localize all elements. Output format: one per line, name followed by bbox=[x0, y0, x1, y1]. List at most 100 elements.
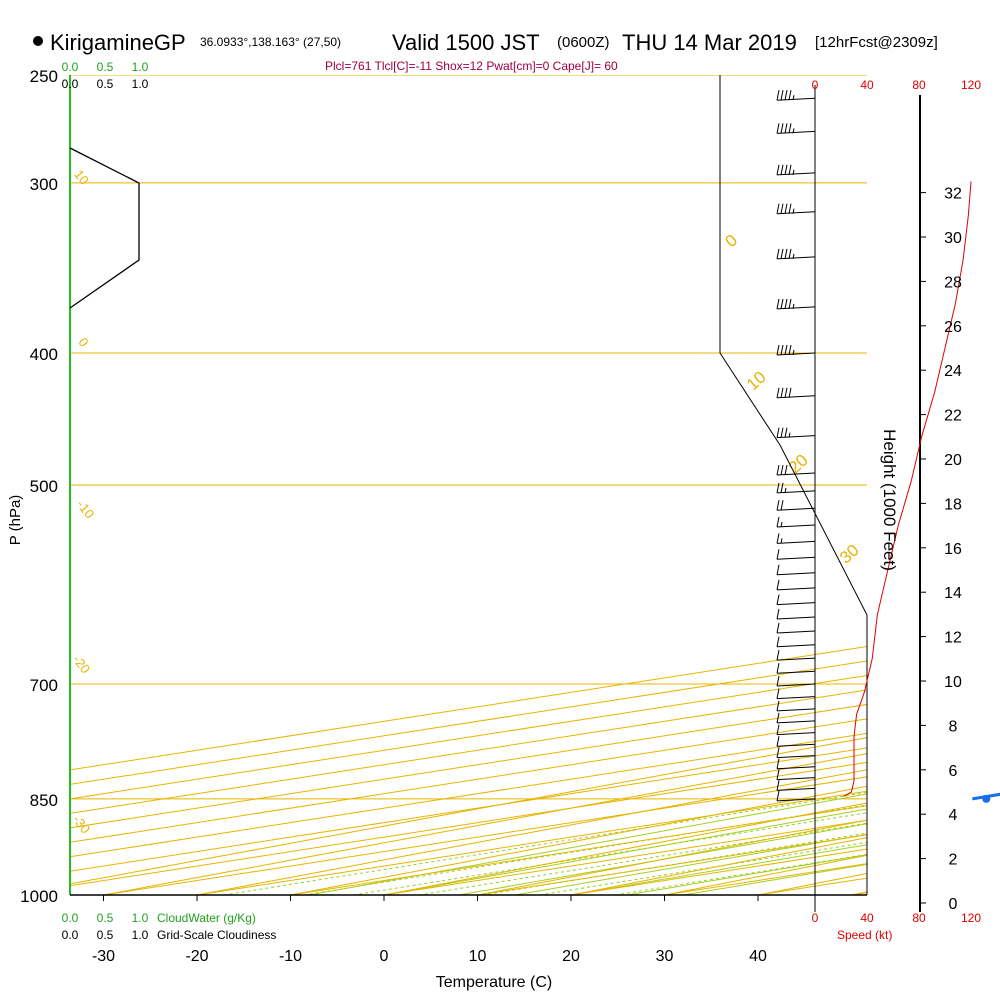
wind-barb-flag bbox=[776, 516, 780, 528]
wind-barb bbox=[776, 736, 816, 747]
dry-adiabat-label: 10 bbox=[71, 167, 92, 188]
wind-barb-staff bbox=[776, 602, 816, 606]
wind-barb-flag bbox=[780, 123, 784, 134]
temperature-tick-label: 10 bbox=[469, 948, 487, 965]
wind-barb bbox=[776, 636, 816, 648]
wind-barb-flag bbox=[780, 500, 784, 511]
wind-barb-flag bbox=[776, 636, 780, 647]
cloudiness-tick-bottom-label: 0.0 bbox=[62, 928, 79, 942]
wind-barb-staff bbox=[776, 798, 816, 802]
wind-barb-flag bbox=[776, 248, 780, 259]
pressure-tick-label: 700 bbox=[30, 676, 58, 695]
cloudwater-tick-bottom-label: 0.0 bbox=[62, 911, 79, 925]
speed-tick-top-label: 80 bbox=[912, 78, 926, 92]
dry-adiabat-line bbox=[474, 819, 867, 895]
wind-barb-flag bbox=[780, 298, 784, 309]
wind-barb-flag bbox=[780, 464, 784, 476]
height-axis-label: Height (1000 Feet) bbox=[880, 429, 899, 571]
height-tick-label: 12 bbox=[944, 630, 962, 647]
height-tick-label: 18 bbox=[944, 496, 962, 513]
wind-barb-staff bbox=[776, 630, 816, 634]
y-axis-label: P (hPa) bbox=[7, 495, 24, 546]
pressure-tick-label: 300 bbox=[30, 175, 58, 194]
dewpoint-profile-line bbox=[972, 792, 1000, 801]
temperature-tick-label: 40 bbox=[749, 948, 767, 965]
height-tick-label: 20 bbox=[944, 452, 962, 469]
mixing-ratio-line bbox=[418, 822, 867, 895]
dry-adiabat-line bbox=[194, 769, 867, 895]
wind-barb bbox=[776, 780, 816, 791]
isotherm-line bbox=[851, 892, 867, 895]
mixing-ratio-line bbox=[539, 841, 867, 895]
speed-tick-top-label: 40 bbox=[860, 78, 874, 92]
wind-barb-flag bbox=[776, 724, 780, 735]
wind-barb-flag bbox=[788, 203, 792, 214]
wind-barb-flag bbox=[784, 344, 788, 356]
wind-barb bbox=[776, 688, 816, 700]
wind-barb-flag bbox=[776, 622, 780, 634]
wind-barb-flag bbox=[784, 248, 788, 259]
dry-adiabat-line bbox=[381, 802, 867, 895]
mixing-ratio-label: 12 bbox=[671, 901, 691, 921]
height-tick-label: 28 bbox=[944, 274, 962, 291]
speed-tick-bottom-label: 120 bbox=[961, 911, 981, 925]
mixing-ratio-label: 8 bbox=[616, 904, 633, 918]
dry-adiabat-label: -20 bbox=[70, 652, 93, 676]
dry-adiabat-label: -30 bbox=[70, 812, 93, 836]
wind-barb-half bbox=[784, 487, 787, 493]
isotherm-line bbox=[70, 660, 867, 785]
temperature-tick-label: -20 bbox=[185, 948, 208, 965]
plot-right-boundary bbox=[719, 75, 868, 895]
cloudwater-tick-bottom-label: 0.5 bbox=[97, 911, 114, 925]
height-tick-label: 26 bbox=[944, 319, 962, 336]
cloudiness-tick-top-label: 0.0 bbox=[62, 77, 79, 91]
wind-barb-flag bbox=[776, 579, 780, 590]
wind-barb-staff bbox=[776, 787, 816, 791]
wind-barb-flag bbox=[776, 500, 780, 511]
wind-barb-flag bbox=[784, 90, 788, 101]
isotherm-line bbox=[70, 718, 867, 843]
wind-barb-flag bbox=[776, 769, 780, 780]
wind-barb-flag bbox=[776, 164, 780, 176]
temperature-tick-label: -30 bbox=[92, 948, 115, 965]
wind-barb-flag bbox=[780, 164, 784, 176]
wind-barb bbox=[776, 712, 816, 724]
wind-barb bbox=[776, 564, 816, 576]
mixing-ratio-label: 5 bbox=[553, 904, 570, 918]
wind-barb-staff bbox=[776, 211, 816, 215]
speed-tick-bottom-label: 40 bbox=[860, 911, 874, 925]
wind-barb bbox=[776, 700, 816, 712]
temperature-tick-label: 0 bbox=[380, 948, 389, 965]
wind-barb-flag bbox=[784, 464, 788, 476]
height-tick-label: 6 bbox=[949, 763, 958, 780]
wind-barb-flag bbox=[780, 344, 784, 356]
height-tick-label: 10 bbox=[944, 674, 962, 691]
wind-barb bbox=[776, 769, 816, 781]
cloudiness-tick-top-label: 1.0 bbox=[132, 77, 149, 91]
wind-barb-staff bbox=[776, 670, 816, 674]
wind-barb-staff bbox=[776, 657, 816, 661]
station-coords: 36.0933°,138.163° (27,50) bbox=[200, 35, 341, 49]
dry-adiabat-line bbox=[100, 753, 867, 895]
moist-adiabat-line bbox=[383, 808, 867, 895]
cloudwater-tick-top-label: 1.0 bbox=[132, 60, 149, 74]
wind-barb-half bbox=[792, 95, 795, 101]
wind-barb bbox=[776, 298, 816, 310]
wind-barb-flag bbox=[776, 298, 780, 309]
wind-barb bbox=[776, 579, 816, 591]
dry-adiabat-line bbox=[897, 51, 1000, 924]
wind-barb-flag bbox=[780, 248, 784, 259]
temperature-tick-label: 20 bbox=[562, 948, 580, 965]
temperature-tick-label: -10 bbox=[279, 948, 302, 965]
wind-barb-flag bbox=[776, 675, 780, 687]
mixing-ratio-line bbox=[615, 853, 867, 895]
wind-barb-flag bbox=[784, 123, 788, 134]
wind-barb-staff bbox=[776, 352, 816, 356]
wind-barb-staff bbox=[776, 306, 816, 310]
dry-adiabat-label: -10 bbox=[74, 497, 97, 521]
wind-barb bbox=[776, 203, 816, 215]
wind-barb-half bbox=[792, 349, 795, 356]
zulu-time: (0600Z) bbox=[557, 34, 610, 51]
